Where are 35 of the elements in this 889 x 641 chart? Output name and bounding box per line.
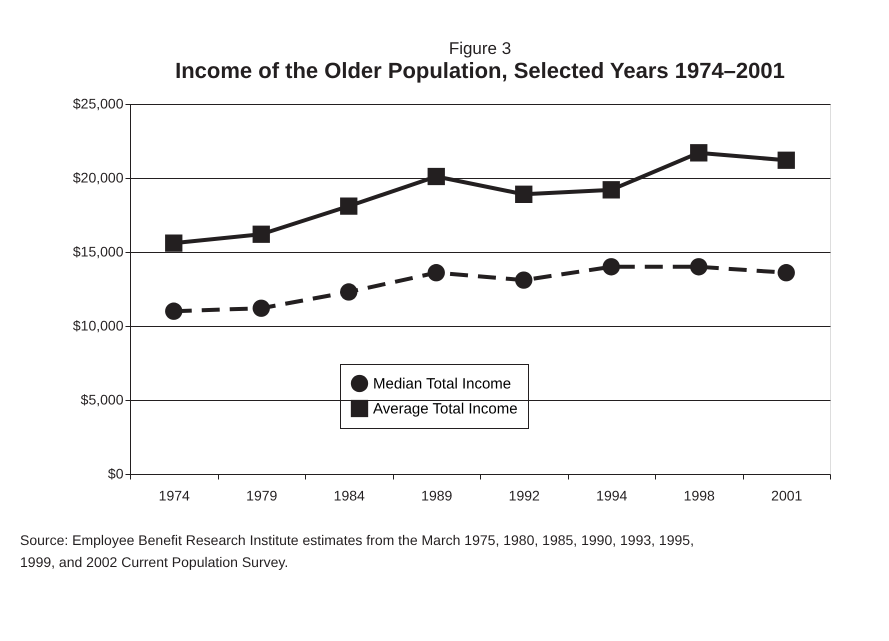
legend-label: Median Total Income <box>373 376 512 392</box>
point <box>428 264 445 282</box>
point <box>778 264 795 282</box>
point <box>165 302 182 320</box>
y-tick-label: $0 <box>108 466 124 482</box>
point <box>515 271 532 289</box>
y-tick-label: $5,000 <box>80 392 124 408</box>
legend-label: Average Total Income <box>373 400 518 418</box>
x-tick-label: 1994 <box>596 488 628 504</box>
point <box>340 283 358 301</box>
x-tick-label: 1992 <box>508 488 540 504</box>
chart-title: Income of the Older Population, Selected Years 1974–2001 <box>175 58 785 83</box>
source-note: Source: Employee Benefit Research Institute estimates from the March 1975, 1980, 1985, 1990, 1993, 1995, 1999, and 2002 Current Population Survey. <box>20 532 694 570</box>
chart-subtitle: Figure 3 <box>448 39 512 58</box>
point <box>428 168 445 186</box>
x-tick-label: 1989 <box>421 488 453 504</box>
x-tick-label: 1998 <box>684 488 716 504</box>
point <box>340 197 358 215</box>
point <box>778 152 795 169</box>
y-tick-label: $25,000 <box>72 96 124 112</box>
point <box>690 144 708 162</box>
y-tick-label: $10,000 <box>72 318 124 334</box>
point <box>602 181 620 198</box>
point <box>602 258 620 276</box>
point <box>515 186 532 203</box>
x-tick-label: 2001 <box>771 488 803 504</box>
point <box>252 226 270 243</box>
x-tick-label: 1979 <box>246 488 278 504</box>
point <box>252 300 270 317</box>
point <box>690 258 708 276</box>
x-tick-label: 1974 <box>158 488 190 504</box>
y-tick-label: $15,000 <box>72 244 124 260</box>
x-tick-label: 1984 <box>334 488 366 504</box>
point <box>165 234 182 252</box>
y-tick-label: $20,000 <box>72 170 124 186</box>
